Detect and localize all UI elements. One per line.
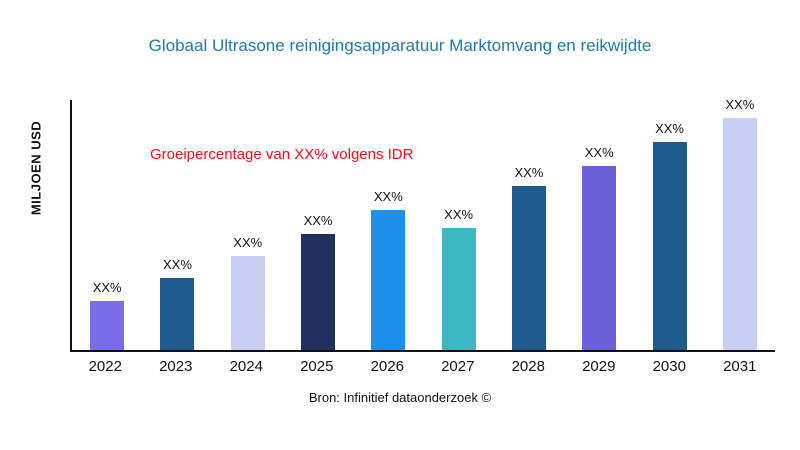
x-tick-2028: 2028 [511, 358, 545, 375]
chart-title: Globaal Ultrasone reinigingsapparatuur M… [148, 36, 652, 55]
bar-group-2031: XX% [705, 97, 775, 350]
bar-value-label-2029: XX% [584, 145, 614, 160]
bar-2024 [230, 256, 265, 350]
y-axis-label: MILJOEN USD [28, 120, 44, 216]
bar-2029 [582, 166, 617, 350]
x-tick-2026: 2026 [370, 358, 404, 375]
bar-value-label-2024: XX% [233, 235, 263, 250]
bar-2028 [511, 186, 546, 350]
source-caption: Bron: Infinitief dataonderzoek © [308, 390, 492, 405]
bar-group-2024: XX% [213, 235, 283, 350]
bar-group-2028: XX% [494, 165, 564, 350]
x-tick-2031: 2031 [723, 358, 757, 375]
bar-value-label-2022: XX% [92, 280, 122, 295]
bar-group-2029: XX% [564, 145, 634, 350]
bar-group-2030: XX% [634, 121, 704, 350]
x-tick-2022: 2022 [88, 358, 122, 375]
x-tick-2030: 2030 [652, 358, 686, 375]
growth-annotation: Groeipercentage van XX% volgens IDR [150, 146, 414, 163]
bar-group-2022: XX% [72, 280, 142, 350]
bar-2025 [301, 234, 336, 350]
bar-group-2025: XX% [283, 213, 353, 350]
bar-value-label-2028: XX% [514, 165, 544, 180]
bars-area: XX% XX% XX% XX% XX% XX% XX% XX% XX% XX% [72, 97, 775, 350]
bar-value-label-2027: XX% [444, 207, 474, 222]
bar-value-label-2030: XX% [655, 121, 684, 136]
x-tick-2023: 2023 [159, 358, 193, 375]
x-tick-2024: 2024 [229, 358, 263, 375]
bar-2026 [371, 210, 406, 350]
bar-2030 [652, 142, 687, 350]
bar-2031 [722, 118, 757, 350]
x-axis-labels: 2022 2023 2024 2025 2026 2027 2028 2029 2030 2031 [70, 358, 775, 375]
bar-group-2027: XX% [423, 207, 493, 350]
x-tick-2027: 2027 [441, 358, 475, 375]
bar-2027 [441, 228, 476, 350]
bar-2022 [90, 301, 125, 350]
x-tick-2029: 2029 [582, 358, 616, 375]
bar-value-label-2023: XX% [162, 257, 192, 272]
bar-value-label-2026: XX% [373, 189, 403, 204]
bar-value-label-2031: XX% [725, 97, 755, 112]
bar-value-label-2025: XX% [303, 213, 333, 228]
bar-group-2023: XX% [142, 257, 212, 350]
bar-2023 [160, 278, 195, 350]
x-tick-2025: 2025 [300, 358, 334, 375]
bar-group-2026: XX% [353, 189, 423, 350]
plot-area: XX% XX% XX% XX% XX% XX% XX% XX% XX% XX% [70, 97, 775, 352]
